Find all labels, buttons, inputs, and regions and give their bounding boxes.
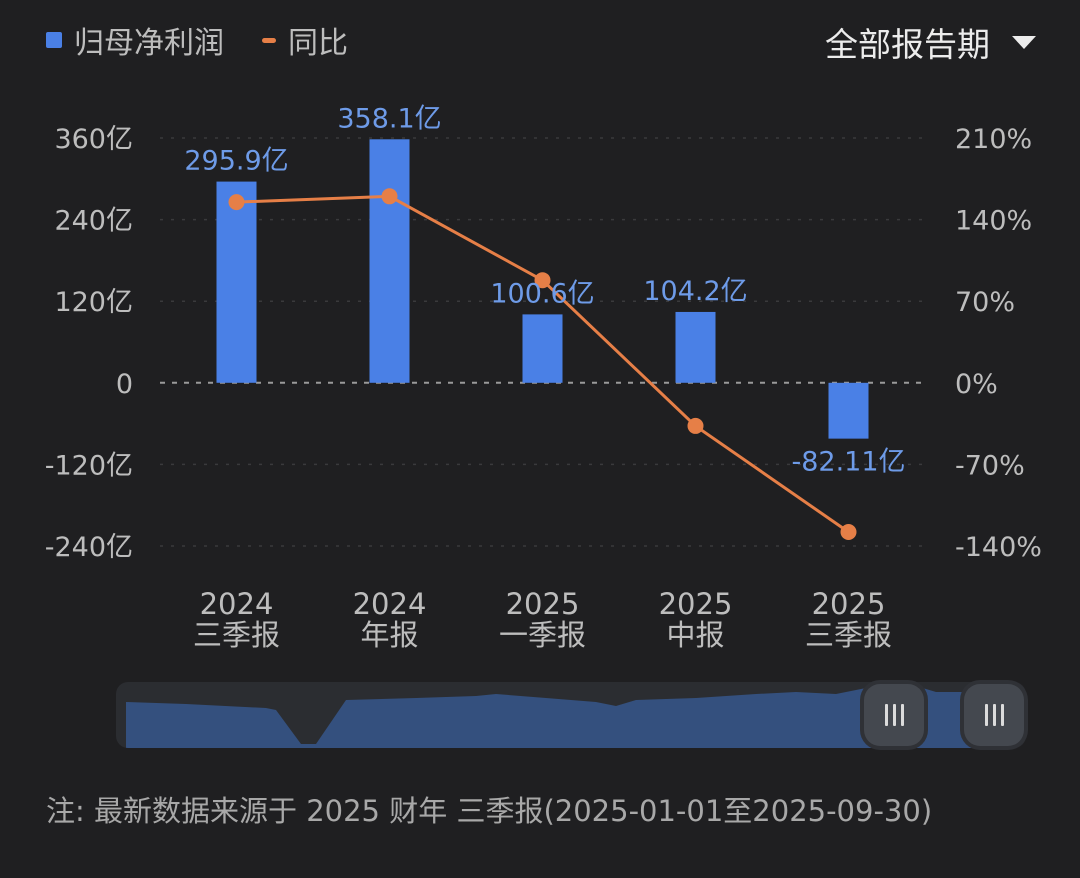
y-right-tick-label: 210% — [955, 124, 1032, 155]
legend-item-yoy[interactable]: 同比 — [240, 18, 348, 62]
bar-value-label: 104.2亿 — [643, 276, 747, 307]
period-dropdown-label: 全部报告期 — [825, 25, 990, 64]
caret-down-icon — [1012, 35, 1036, 49]
bar — [216, 181, 257, 383]
bar-value-label: 100.6亿 — [490, 278, 594, 309]
bar-value-label: 358.1亿 — [337, 103, 441, 134]
grip-icon — [884, 704, 904, 726]
bar — [828, 382, 869, 439]
x-tick-label-year: 2024 — [353, 587, 427, 621]
grip-icon — [984, 704, 1004, 726]
yoy-point — [381, 188, 398, 205]
yoy-point — [228, 194, 245, 211]
line-swatch-icon — [262, 37, 276, 43]
x-tick-label-period: 三季报 — [805, 618, 892, 652]
legend-label-net-profit: 归母净利润 — [74, 26, 224, 61]
bar-value-label: -82.11亿 — [791, 447, 905, 478]
yoy-point — [687, 417, 704, 434]
period-dropdown[interactable]: 全部报告期 — [825, 18, 1036, 66]
y-left-tick-label: 360亿 — [54, 124, 133, 155]
legend-label-yoy: 同比 — [288, 26, 348, 61]
bar — [675, 311, 716, 383]
y-left-tick-label: -240亿 — [45, 532, 133, 563]
bar-swatch-icon — [46, 32, 62, 48]
footnote: 注: 最新数据来源于 2025 财年 三季报(2025-01-01至2025-0… — [46, 794, 933, 828]
y-left-tick-label: 240亿 — [54, 206, 133, 237]
x-tick-label-year: 2025 — [812, 587, 886, 621]
x-tick-label-year: 2025 — [659, 587, 733, 621]
y-left-tick-label: -120亿 — [45, 450, 133, 481]
x-tick-label-year: 2024 — [200, 587, 274, 621]
y-left-tick-label: 0 — [116, 369, 133, 400]
x-tick-label-period: 一季报 — [499, 618, 586, 652]
range-handle-right[interactable] — [964, 684, 1024, 746]
scroller-preview — [126, 686, 1016, 748]
legend: 归母净利润 同比 — [46, 18, 348, 62]
profit-chart: 360亿 240亿 120亿 0 -120亿 -240亿 210% 140% 70% 0% -70%… — [45, 103, 1042, 652]
x-tick-label-period: 三季报 — [193, 618, 280, 652]
yoy-point — [534, 272, 551, 289]
y-left-tick-label: 120亿 — [54, 287, 133, 318]
x-tick-label-year: 2025 — [506, 587, 580, 621]
yoy-point — [840, 524, 857, 541]
bar-value-label: 295.9亿 — [184, 146, 288, 177]
bar — [369, 139, 410, 383]
y-right-tick-label: 70% — [955, 287, 1015, 318]
bar — [522, 314, 563, 383]
range-handle-left[interactable] — [864, 684, 924, 746]
x-tick-label-period: 年报 — [360, 618, 418, 652]
x-tick-label-period: 中报 — [666, 618, 724, 652]
y-right-tick-label: 140% — [955, 206, 1032, 237]
y-right-tick-label: -70% — [955, 450, 1025, 481]
legend-item-net-profit[interactable]: 归母净利润 — [46, 18, 224, 62]
y-right-tick-label: -140% — [955, 532, 1042, 563]
y-right-tick-label: 0% — [955, 369, 998, 400]
